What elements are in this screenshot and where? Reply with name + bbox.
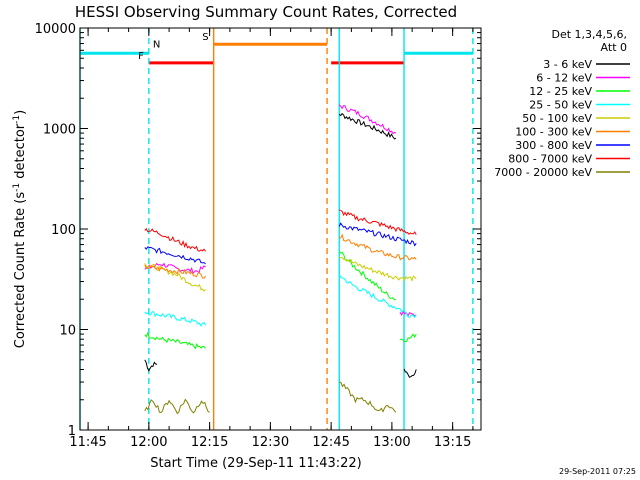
- series-line: [399, 310, 417, 317]
- legend-label: 3 - 6 keV: [543, 58, 592, 71]
- series-line: [338, 104, 397, 135]
- y-tick-label: 100: [51, 223, 76, 238]
- y-tick-label: 1: [68, 424, 76, 439]
- y-tick-label: 10: [59, 324, 76, 339]
- legend-header-line-2: Att 0: [601, 41, 627, 54]
- series-line: [339, 233, 417, 261]
- series-line: [338, 222, 417, 247]
- series-line: [144, 331, 206, 350]
- x-axis-ticks: 11:45 12:00 12:15 12:30 12:45 13:00 13:15: [69, 28, 474, 450]
- series-line: [338, 256, 417, 282]
- x-axis-label: Start Time (29-Sep-11 11:43:22): [150, 456, 361, 471]
- legend-header-line-1: Det 1,3,4,5,6,: [551, 28, 627, 41]
- series-line: [338, 112, 397, 140]
- x-tick-label: 13:15: [434, 435, 471, 450]
- flag-label: F: [138, 51, 144, 62]
- flag-label: S: [202, 32, 208, 43]
- series-line: [144, 246, 206, 265]
- series-lines: [144, 104, 417, 415]
- x-tick-label: 13:00: [373, 435, 410, 450]
- y-axis-label-close: ): [13, 110, 28, 115]
- timestamp: 29-Sep-2011 07:25: [559, 467, 636, 476]
- series-line: [144, 311, 207, 327]
- legend-label: 800 - 7000 keV: [508, 153, 592, 166]
- series-line: [144, 264, 206, 279]
- x-tick-label: 12:00: [130, 435, 167, 450]
- legend-label: 100 - 300 keV: [515, 126, 592, 139]
- series-line: [144, 398, 210, 415]
- y-axis-label-tail: detector: [13, 123, 28, 183]
- legend-label: 12 - 25 keV: [529, 85, 592, 98]
- flag-bars: NF S: [80, 32, 473, 65]
- series-line: [339, 209, 417, 235]
- legend-label: 25 - 50 keV: [529, 99, 592, 112]
- series-line: [399, 333, 417, 343]
- series-line: [144, 262, 206, 275]
- series-line: [144, 359, 158, 372]
- series-line: [338, 274, 417, 319]
- legend-label: 50 - 100 keV: [522, 112, 592, 125]
- y-axis-label-tail-sup: -1: [12, 115, 22, 124]
- series-line: [339, 381, 397, 413]
- series-line: [144, 227, 206, 252]
- legend-label: 300 - 800 keV: [515, 139, 592, 152]
- chart-title: HESSI Observing Summary Count Rates, Cor…: [75, 3, 457, 21]
- legend-label: 7000 - 20000 keV: [494, 166, 592, 179]
- flag-label: N: [153, 39, 160, 50]
- legend-label: 6 - 12 keV: [536, 72, 592, 85]
- y-tick-label: 10000: [35, 22, 76, 37]
- x-tick-label: 12:15: [191, 435, 228, 450]
- y-axis-label-sup: -1: [12, 183, 22, 192]
- y-axis-label-main: Corrected Count Rate (s: [13, 192, 28, 349]
- x-tick-label: 12:30: [252, 435, 289, 450]
- x-tick-label: 11:45: [69, 435, 106, 450]
- y-axis-ticks: 1 10 100 1000 10000: [35, 22, 481, 439]
- x-tick-label: 12:45: [312, 435, 349, 450]
- series-line: [144, 263, 206, 292]
- y-tick-label: 1000: [43, 123, 76, 138]
- y-axis-label: Corrected Count Rate (s-1 detector-1): [12, 110, 28, 348]
- series-line: [403, 368, 417, 378]
